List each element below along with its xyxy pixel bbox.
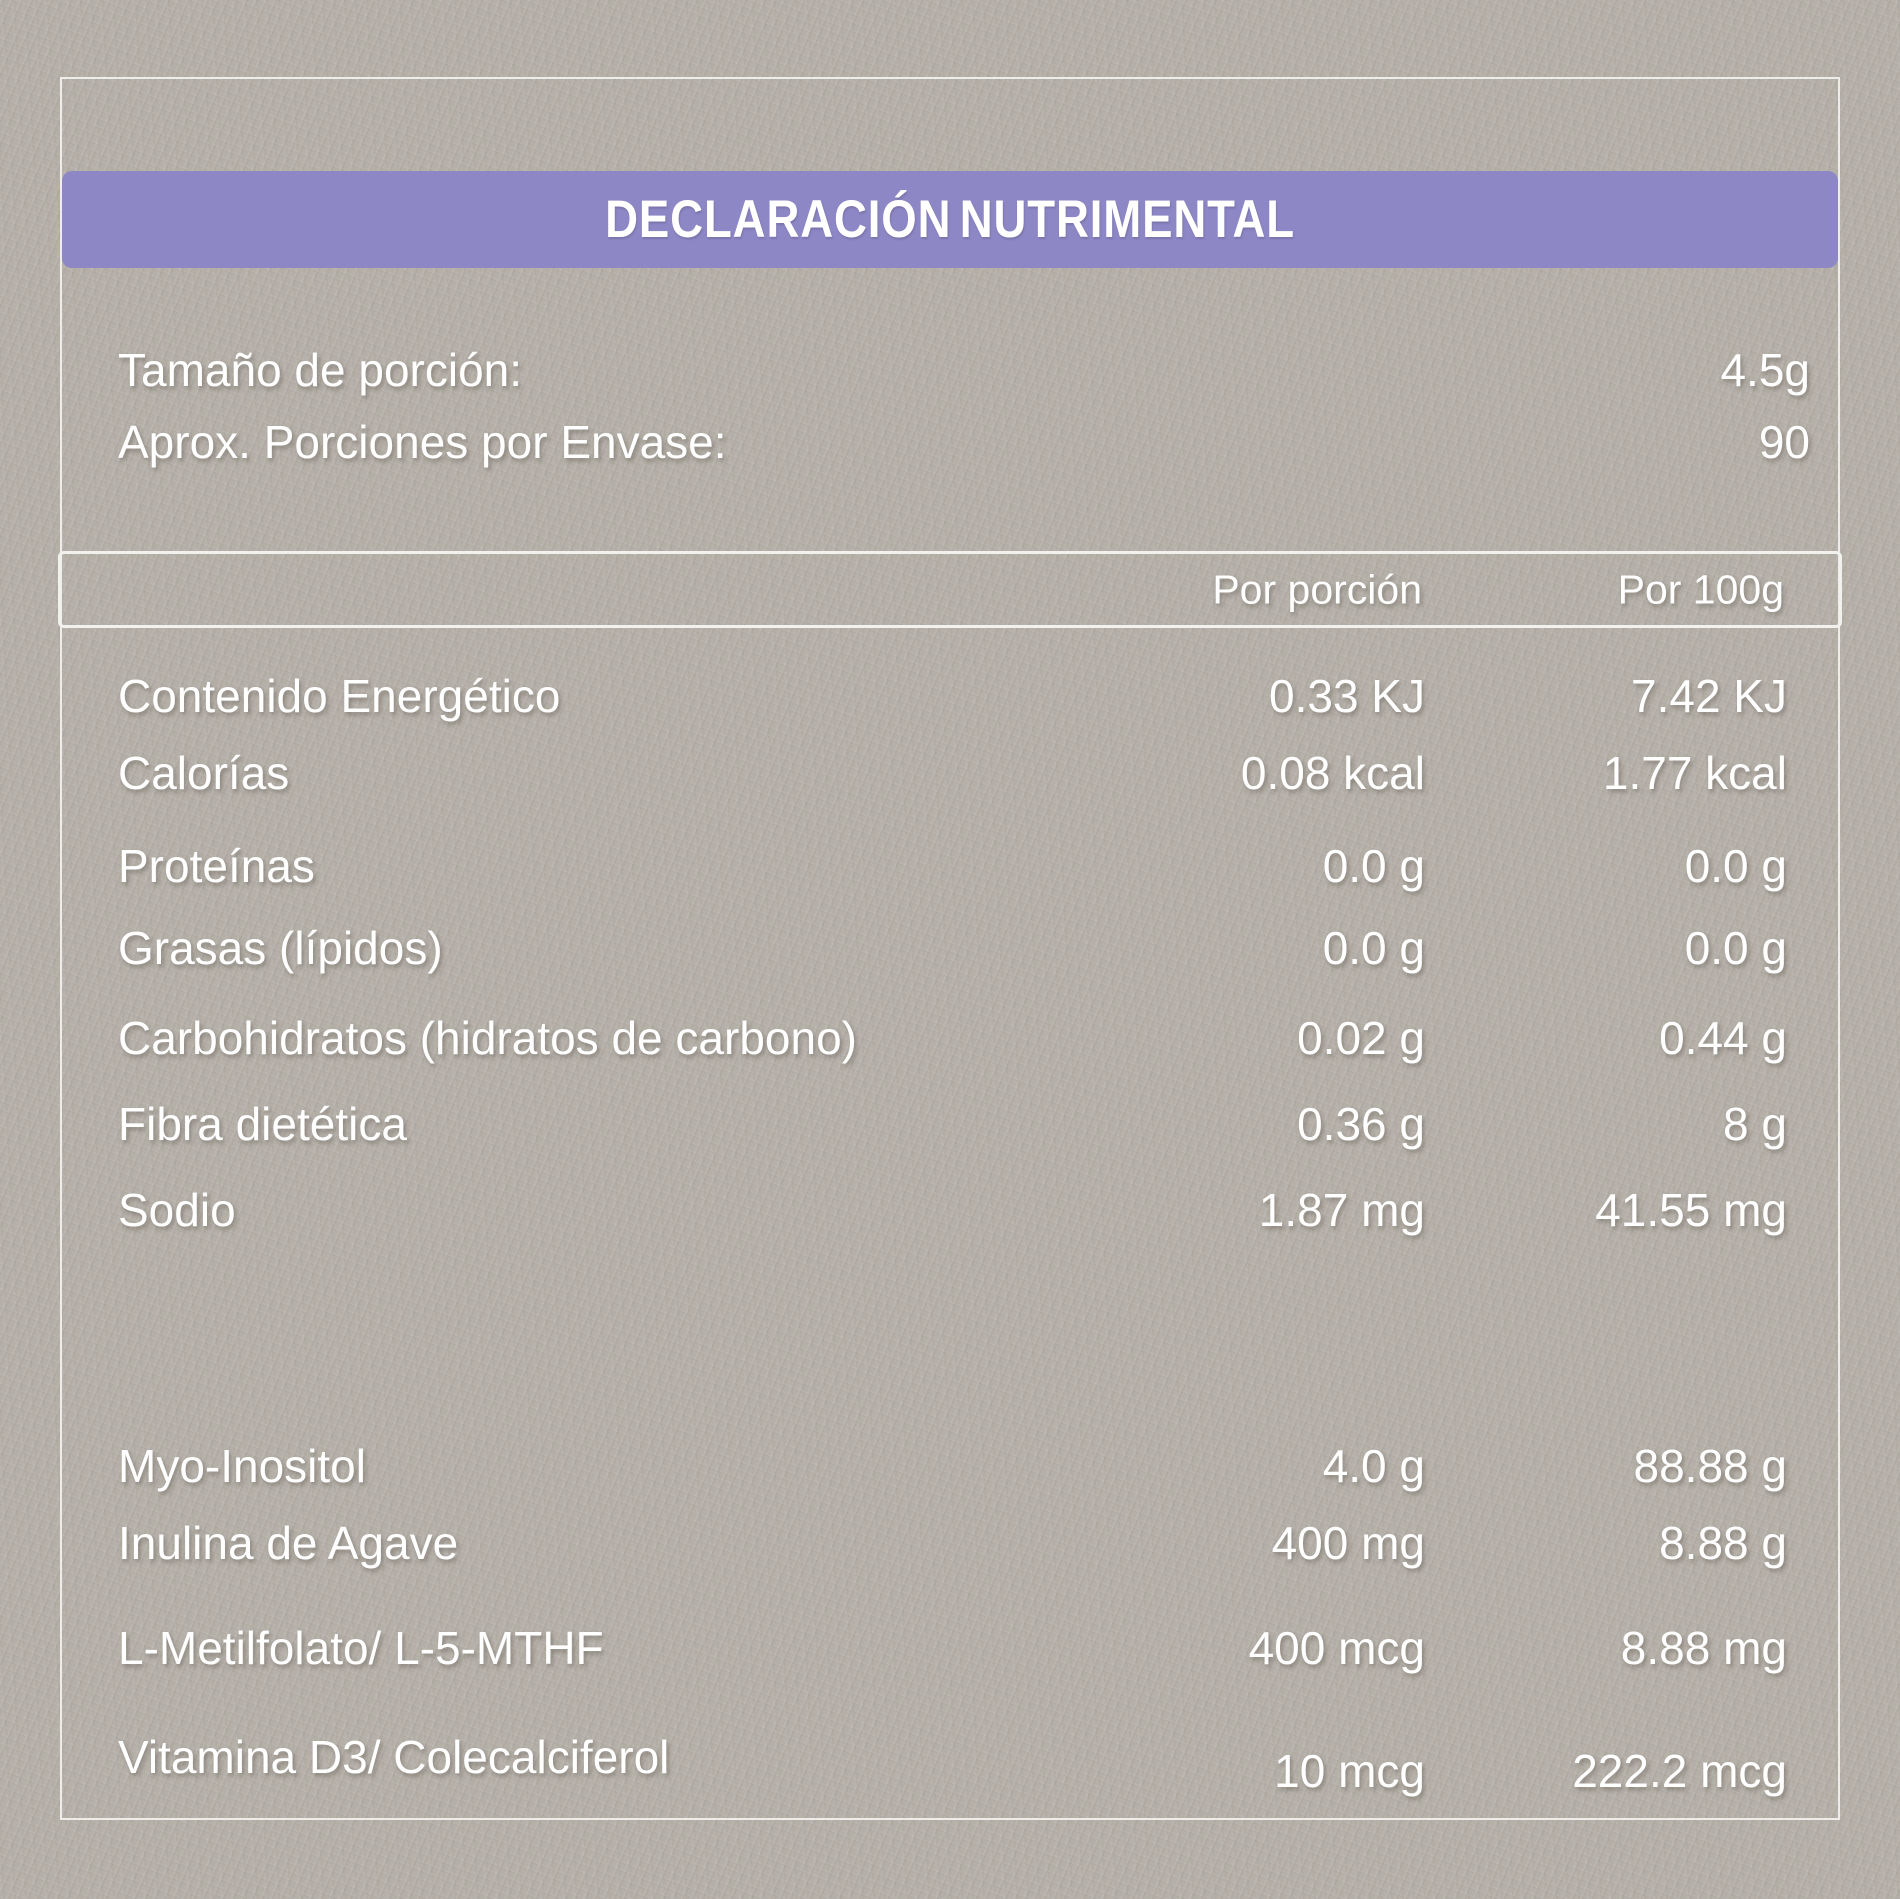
table-row: Fibra dietética 0.36 g 8 g — [60, 1094, 1840, 1154]
table-row: Vitamina D3/ Colecalciferol 10 mcg 222.2… — [60, 1727, 1840, 1797]
nutrient-label: Fibra dietética — [118, 1098, 407, 1150]
per-serving-value: 0.33 KJ — [1269, 670, 1425, 722]
nutrient-label: L-Metilfolato/ L-5-MTHF — [118, 1622, 604, 1674]
servings-per-container-label: Aprox. Porciones por Envase: — [118, 416, 727, 468]
per-100g-value: 222.2 mcg — [1572, 1745, 1787, 1797]
nutrient-label: Inulina de Agave — [118, 1517, 459, 1569]
per-100g-value: 7.42 KJ — [1631, 670, 1787, 722]
per-100g-value: 0.44 g — [1659, 1012, 1787, 1064]
table-row: Contenido Energético 0.33 KJ 7.42 KJ — [60, 666, 1840, 726]
per-serving-value: 400 mg — [1271, 1517, 1425, 1569]
table-row: Carbohidratos (hidratos de carbono) 0.02… — [60, 1008, 1840, 1068]
per-serving-value: 400 mcg — [1248, 1622, 1425, 1674]
serving-size-label: Tamaño de porción: — [118, 344, 523, 396]
nutrient-label: Contenido Energético — [118, 670, 561, 722]
column-header-band: Por porción Por 100g — [58, 551, 1842, 628]
nutrient-label: Proteínas — [118, 840, 315, 892]
nutrient-label: Vitamina D3/ Colecalciferol — [118, 1731, 670, 1783]
per-serving-column-header: Por porción — [1212, 566, 1422, 612]
per-100g-value: 8.88 mg — [1620, 1622, 1787, 1674]
servings-per-container-row: Aprox. Porciones por Envase: 90 — [60, 412, 1840, 472]
servings-per-container-value: 90 — [1758, 416, 1810, 468]
per-100g-value: 1.77 kcal — [1602, 747, 1787, 799]
per-serving-value: 4.0 g — [1322, 1440, 1425, 1492]
table-row: Inulina de Agave 400 mg 8.88 g — [60, 1513, 1840, 1573]
per-100g-value: 41.55 mg — [1595, 1184, 1787, 1236]
per-serving-value: 0.08 kcal — [1240, 747, 1425, 799]
per-100g-column-header: Por 100g — [1617, 566, 1784, 612]
per-serving-value: 10 mcg — [1274, 1745, 1425, 1797]
table-row: Grasas (lípidos) 0.0 g 0.0 g — [60, 918, 1840, 978]
per-serving-value: 0.0 g — [1322, 840, 1425, 892]
table-row: L-Metilfolato/ L-5-MTHF 400 mcg 8.88 mg — [60, 1618, 1840, 1678]
per-100g-value: 8.88 g — [1659, 1517, 1787, 1569]
per-100g-value: 88.88 g — [1633, 1440, 1787, 1492]
per-100g-value: 8 g — [1723, 1098, 1787, 1150]
per-serving-value: 1.87 mg — [1258, 1184, 1425, 1236]
serving-size-row: Tamaño de porción: 4.5g — [60, 340, 1840, 400]
nutrient-label: Grasas (lípidos) — [118, 922, 443, 974]
per-serving-value: 0.36 g — [1297, 1098, 1425, 1150]
table-row: Proteínas 0.0 g 0.0 g — [60, 836, 1840, 896]
nutrient-label: Calorías — [118, 747, 290, 799]
table-row: Myo-Inositol 4.0 g 88.88 g — [60, 1436, 1840, 1496]
label-title: DECLARACIÓN NUTRIMENTAL — [605, 190, 1295, 249]
per-serving-value: 0.02 g — [1297, 1012, 1425, 1064]
per-100g-value: 0.0 g — [1684, 922, 1787, 974]
serving-size-value: 4.5g — [1720, 344, 1810, 396]
table-row: Sodio 1.87 mg 41.55 mg — [60, 1180, 1840, 1240]
per-serving-value: 0.0 g — [1322, 922, 1425, 974]
nutrient-label: Carbohidratos (hidratos de carbono) — [118, 1012, 857, 1064]
nutrient-label: Sodio — [118, 1184, 236, 1236]
title-bar: DECLARACIÓN NUTRIMENTAL — [62, 171, 1838, 268]
nutrient-label: Myo-Inositol — [118, 1440, 366, 1492]
label-outer-border — [60, 77, 1840, 1820]
per-100g-value: 0.0 g — [1684, 840, 1787, 892]
table-row: Calorías 0.08 kcal 1.77 kcal — [60, 743, 1840, 803]
